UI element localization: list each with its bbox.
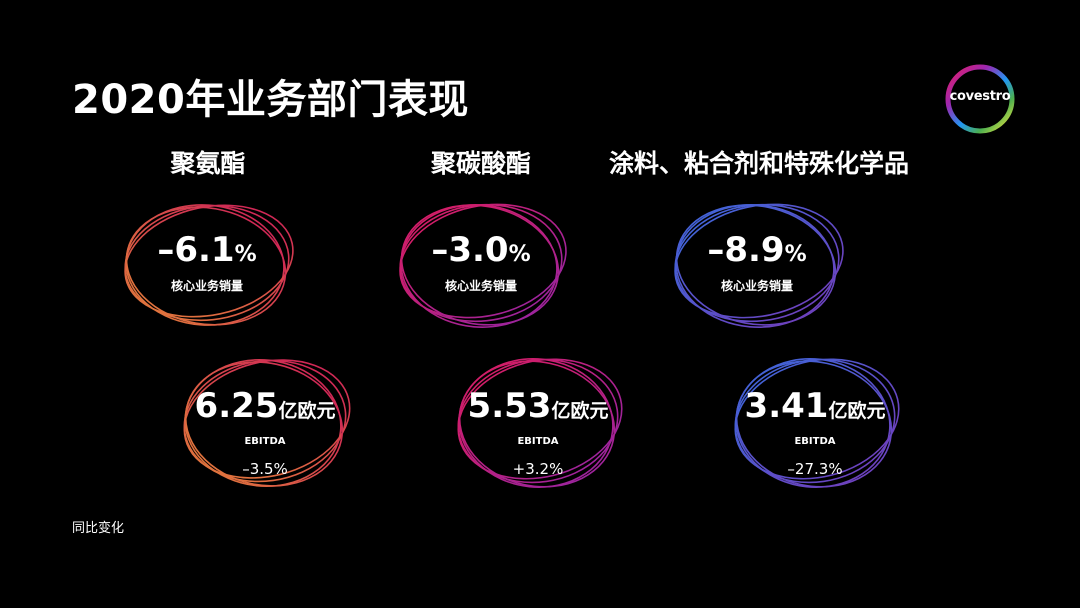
ebitda-value: 3.41亿欧元 xyxy=(725,386,905,431)
logo-wordmark: covestro xyxy=(949,89,1011,104)
polyurethanes-ebitda-ring xyxy=(183,359,351,487)
volume-change-number: –3.0 xyxy=(431,230,509,270)
coatings-volume-ring xyxy=(674,203,844,328)
volume-change-unit: % xyxy=(508,242,531,267)
ebitda-unit: 亿欧元 xyxy=(828,400,886,422)
ebitda-label: EBITDA xyxy=(517,436,559,447)
volume-change-value: –8.9% xyxy=(677,230,837,275)
coatings-ebitda-ring xyxy=(734,358,900,488)
volume-label: 核心业务销量 xyxy=(720,279,793,293)
volume-change-unit: % xyxy=(234,242,257,267)
ebitda-value: 6.25亿欧元 xyxy=(175,386,355,431)
ebitda-change: –3.5% xyxy=(242,460,288,478)
ebitda-number: 6.25 xyxy=(194,386,279,426)
logo-ring-icon xyxy=(945,64,1015,134)
volume-change-number: –6.1 xyxy=(157,230,235,270)
footnote: 同比变化 xyxy=(72,521,125,536)
ebitda-label: EBITDA xyxy=(244,436,286,447)
volume-change-unit: % xyxy=(784,242,807,267)
ebitda-unit: 亿欧元 xyxy=(278,400,336,422)
ebitda-number: 5.53 xyxy=(467,386,552,426)
segment-heading-polycarbonates: 聚碳酸酯 xyxy=(430,149,531,178)
slide-title: 2020年业务部门表现 xyxy=(72,77,469,123)
volume-change-value: –6.1% xyxy=(127,230,287,275)
volume-label: 核心业务销量 xyxy=(444,279,517,293)
segment-heading-polyurethanes: 聚氨酯 xyxy=(170,149,246,178)
volume-change-number: –8.9 xyxy=(707,230,785,270)
coatings-volume-metric: –8.9% 核心业务销量 xyxy=(677,230,837,295)
polyurethanes-volume-metric: –6.1% 核心业务销量 xyxy=(127,230,287,295)
ebitda-label: EBITDA xyxy=(794,436,836,447)
ebitda-value: 5.53亿欧元 xyxy=(448,386,628,431)
ebitda-change: –27.3% xyxy=(787,460,843,478)
ebitda-unit: 亿欧元 xyxy=(551,400,609,422)
segment-heading-coatings: 涂料、粘合剂和特殊化学品 xyxy=(608,149,909,178)
polyurethanes-ebitda-metric: 6.25亿欧元 EBITDA –3.5% xyxy=(175,386,355,479)
covestro-logo: covestro xyxy=(944,63,1016,135)
polycarbonates-ebitda-ring xyxy=(457,358,623,488)
volume-label: 核心业务销量 xyxy=(170,279,243,293)
polycarbonates-volume-metric: –3.0% 核心业务销量 xyxy=(401,230,561,295)
volume-change-value: –3.0% xyxy=(401,230,561,275)
ebitda-number: 3.41 xyxy=(744,386,829,426)
polyurethanes-volume-ring xyxy=(124,204,294,326)
coatings-ebitda-metric: 3.41亿欧元 EBITDA –27.3% xyxy=(725,386,905,479)
ebitda-change: +3.2% xyxy=(512,460,564,478)
polycarbonates-ebitda-metric: 5.53亿欧元 EBITDA +3.2% xyxy=(448,386,628,479)
polycarbonates-volume-ring xyxy=(399,203,567,328)
